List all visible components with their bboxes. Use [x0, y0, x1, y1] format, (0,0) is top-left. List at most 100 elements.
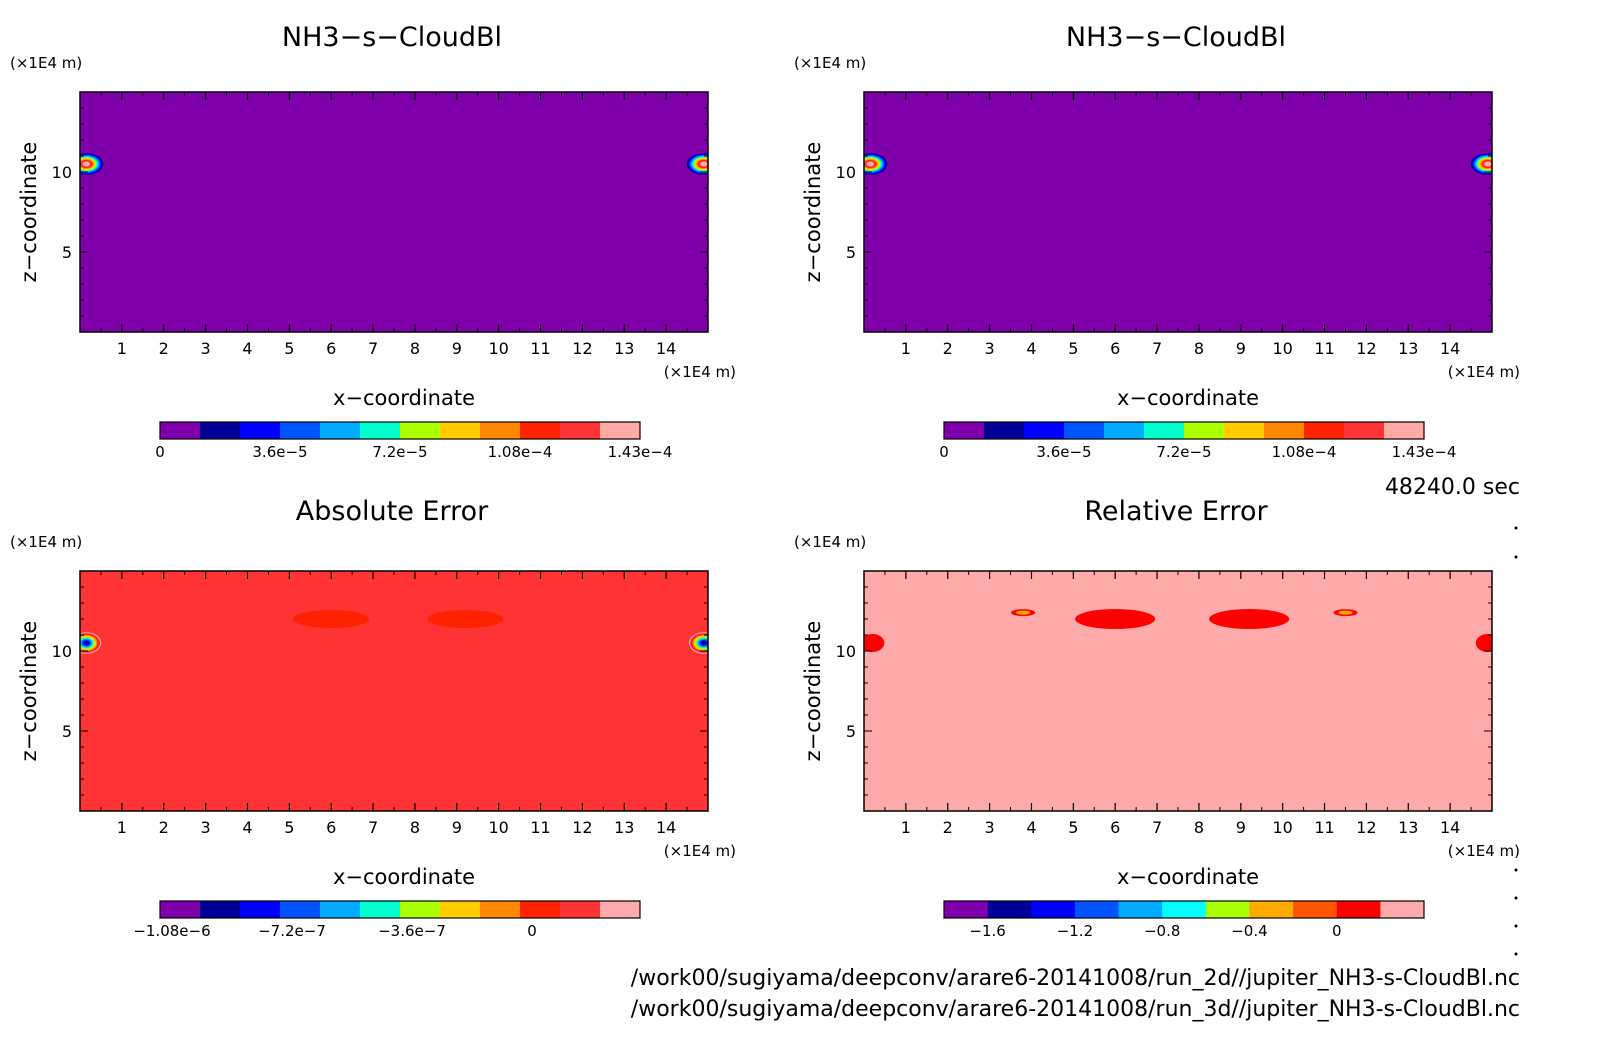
contour-blob [686, 153, 708, 175]
x-tick-label: 6 [1110, 818, 1120, 837]
x-tick-label: 5 [284, 818, 294, 837]
colorbar-tick-label: −0.4 [1231, 922, 1267, 940]
colorbar-frame [159, 900, 641, 919]
colorbar-tick-label: −1.6 [969, 922, 1005, 940]
contour-blob [864, 153, 888, 175]
colorbar-tick-label: −1.08e−6 [133, 922, 210, 940]
x-tick-label: 1 [901, 339, 911, 358]
x-axis-label: x−coordinate [1117, 386, 1259, 410]
colorbar-segment [1384, 422, 1425, 439]
x-unit-label: (×1E4 m) [664, 842, 736, 860]
colorbar-segment [1144, 422, 1185, 439]
colorbar-tick-label: 0 [155, 443, 165, 461]
colorbar-segment [1184, 422, 1225, 439]
x-tick-label: 3 [985, 818, 995, 837]
x-tick-label: 11 [530, 818, 550, 837]
x-unit-label: (×1E4 m) [664, 363, 736, 381]
x-tick-label: 10 [488, 339, 508, 358]
x-tick-label: 12 [1356, 339, 1376, 358]
dot-marker [1514, 896, 1518, 900]
x-tick-label: 2 [159, 339, 169, 358]
colorbar [159, 421, 641, 440]
colorbar-frame [943, 900, 1425, 919]
contour-anomaly [293, 610, 370, 628]
contour-field [80, 92, 708, 332]
x-tick-label: 8 [410, 818, 420, 837]
colorbar-segment [240, 422, 281, 439]
y-unit-label: (×1E4 m) [794, 533, 866, 551]
x-tick-label: 8 [1194, 339, 1204, 358]
dot-marker [1514, 526, 1518, 530]
x-tick-label: 14 [1440, 339, 1460, 358]
colorbar-segment [1264, 422, 1305, 439]
y-tick-label: 10 [836, 163, 856, 182]
colorbar-segment [320, 422, 361, 439]
x-tick-label: 13 [614, 818, 634, 837]
contour-blob [688, 632, 708, 654]
x-tick-label: 5 [1068, 818, 1078, 837]
colorbar-segment [1024, 422, 1065, 439]
x-tick-label: 3 [201, 339, 211, 358]
x-tick-label: 1 [117, 339, 127, 358]
x-tick-label: 11 [1314, 339, 1334, 358]
x-tick-label: 2 [159, 818, 169, 837]
y-axis-label: z−coordinate [801, 621, 825, 762]
panel-title: NH3−s−CloudBl [282, 22, 502, 53]
colorbar-segment [1380, 901, 1425, 918]
colorbar-frame [159, 421, 641, 440]
x-tick-label: 14 [656, 818, 676, 837]
x-tick-label: 5 [1068, 339, 1078, 358]
y-tick-label: 5 [62, 722, 72, 741]
contour-anomaly [1209, 609, 1290, 629]
colorbar-segment [520, 422, 561, 439]
colorbar-tick-label: −3.6e−7 [378, 922, 446, 940]
x-tick-label: 5 [284, 339, 294, 358]
colorbar-tick-label: −7.2e−7 [258, 922, 326, 940]
x-tick-label: 3 [201, 818, 211, 837]
contour-field [864, 92, 1492, 332]
x-tick-label: 3 [985, 339, 995, 358]
colorbar [943, 900, 1425, 919]
x-tick-label: 4 [242, 818, 252, 837]
contour-field [864, 571, 1492, 811]
colorbar-segment [600, 901, 641, 918]
colorbar-segment [200, 901, 241, 918]
y-tick-label: 5 [846, 722, 856, 741]
panel-title: Relative Error [1084, 496, 1268, 527]
x-tick-label: 10 [488, 818, 508, 837]
colorbar-segment [560, 422, 601, 439]
colorbar-tick-label: 3.6e−5 [252, 443, 307, 461]
colorbar-segment [320, 901, 361, 918]
dot-marker [1514, 868, 1518, 872]
x-tick-label: 12 [572, 818, 592, 837]
colorbar-segment [480, 422, 521, 439]
x-tick-label: 9 [452, 818, 462, 837]
tick-marks [80, 571, 708, 811]
colorbar-segment [984, 422, 1025, 439]
colorbar [159, 900, 641, 919]
x-tick-label: 7 [1152, 339, 1162, 358]
x-tick-label: 10 [1272, 818, 1292, 837]
y-axis-label: z−coordinate [17, 621, 41, 762]
colorbar-tick-label: 0 [527, 922, 537, 940]
contour-anomaly [864, 634, 885, 652]
x-tick-label: 1 [901, 818, 911, 837]
x-tick-label: 4 [242, 339, 252, 358]
x-tick-label: 2 [943, 818, 953, 837]
contour-blob [80, 632, 102, 654]
tick-marks [864, 571, 1492, 811]
contour-field [80, 571, 708, 811]
colorbar-tick-label: 7.2e−5 [1156, 443, 1211, 461]
y-tick-label: 10 [52, 163, 72, 182]
panel-bottom-left: Absolute Error (×1E4 m) 1 2 3 4 5 6 7 8 9 10 11 12 1… [10, 496, 736, 940]
x-tick-label: 6 [326, 339, 336, 358]
plot-background [80, 571, 708, 811]
colorbar-tick-label: −1.2 [1057, 922, 1093, 940]
y-axis-label: z−coordinate [17, 142, 41, 283]
contour-anomaly [1075, 609, 1156, 629]
colorbar-segment [1205, 901, 1250, 918]
colorbar-tick-label: 0 [939, 443, 949, 461]
colorbar-segment [944, 422, 985, 439]
colorbar-segment [1293, 901, 1338, 918]
